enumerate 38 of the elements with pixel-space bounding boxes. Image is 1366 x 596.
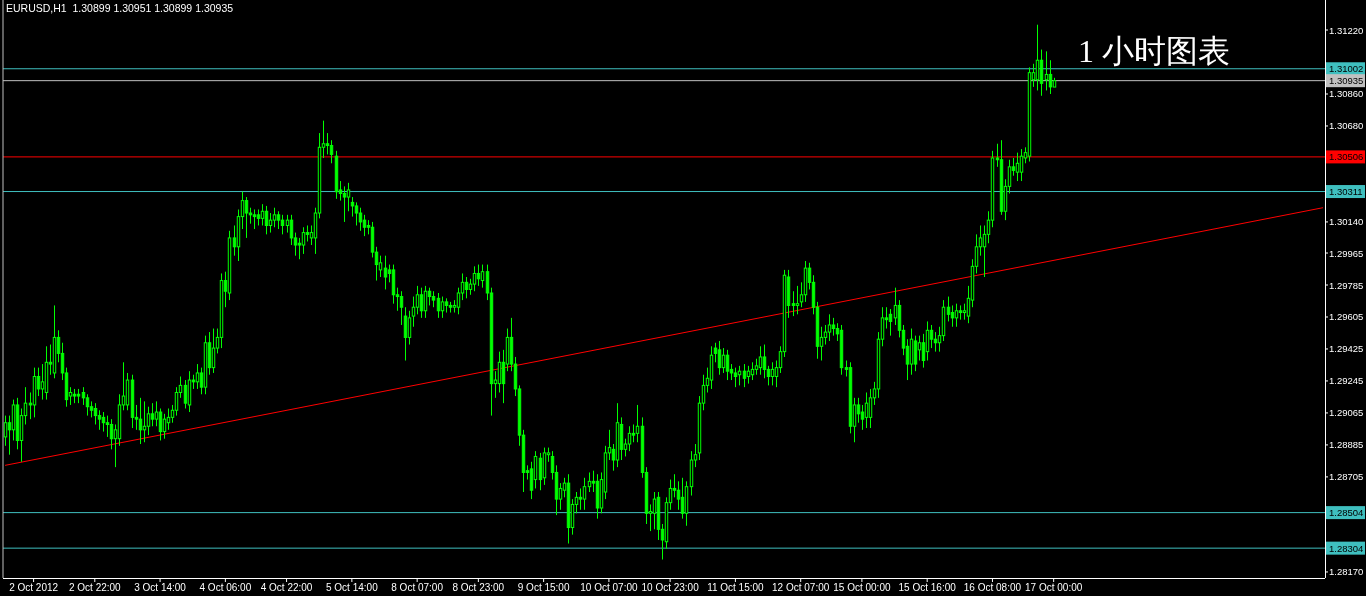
- ref-line-label: 1.31002: [1329, 63, 1364, 75]
- annotation: 1 小时图表: [1078, 33, 1230, 69]
- x-tick-label: 15 Oct 00:00: [833, 582, 891, 593]
- x-tick-label: 8 Oct 23:00: [452, 582, 505, 593]
- y-tick-label: 1.29965: [1329, 247, 1364, 259]
- x-tick-label: 17 Oct 00:00: [1025, 582, 1083, 593]
- y-tick-label: 1.30680: [1329, 120, 1364, 132]
- ref-line-label: 1.30506: [1329, 151, 1364, 163]
- x-tick-label: 5 Oct 14:00: [326, 582, 379, 593]
- y-tick-label: 1.28705: [1329, 471, 1364, 483]
- y-tick-label: 1.28170: [1329, 566, 1364, 578]
- ref-line-label: 1.30935: [1329, 75, 1364, 87]
- ref-line-label: 1.30311: [1329, 186, 1363, 198]
- x-tick-label: 10 Oct 07:00: [580, 582, 638, 593]
- x-tick-label: 12 Oct 07:00: [772, 582, 830, 593]
- y-tick-label: 1.30860: [1329, 88, 1364, 100]
- x-tick-label: 9 Oct 15:00: [517, 582, 570, 593]
- y-tick-label: 1.29065: [1329, 407, 1364, 419]
- x-tick-label: 15 Oct 16:00: [898, 582, 957, 593]
- y-tick-label: 1.29605: [1329, 311, 1364, 323]
- y-tick-label: 1.28885: [1329, 439, 1364, 451]
- ref-line-label: 1.28504: [1329, 507, 1364, 519]
- ref-line-label: 1.28304: [1329, 542, 1364, 554]
- x-tick-label: 16 Oct 08:00: [963, 582, 1022, 593]
- x-tick-label: 2 Oct 2012: [9, 582, 59, 593]
- x-tick-label: 4 Oct 22:00: [260, 582, 313, 593]
- y-tick-label: 1.31220: [1329, 24, 1364, 36]
- x-tick-label: 10 Oct 23:00: [641, 582, 700, 593]
- y-tick-label: 1.29245: [1329, 375, 1364, 387]
- y-tick-label: 1.29425: [1329, 343, 1364, 355]
- y-tick-label: 1.30140: [1329, 216, 1364, 228]
- x-tick-label: 8 Oct 07:00: [391, 582, 444, 593]
- y-tick-label: 1.29785: [1329, 279, 1364, 291]
- x-tick-label: 3 Oct 14:00: [134, 582, 187, 593]
- chart-title: EURUSD,H1 1.30899 1.30951 1.30899 1.30935: [6, 2, 234, 14]
- x-tick-label: 2 Oct 22:00: [68, 582, 122, 593]
- x-tick-label: 4 Oct 06:00: [199, 582, 252, 593]
- x-tick-label: 11 Oct 15:00: [707, 582, 765, 593]
